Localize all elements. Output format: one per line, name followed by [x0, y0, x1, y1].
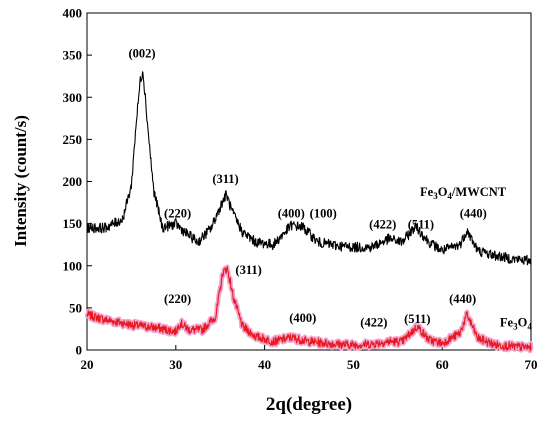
y-tick-label: 250 — [63, 132, 83, 147]
x-axis-title: 2q(degree) — [266, 394, 352, 415]
x-tick-label: 70 — [525, 357, 538, 372]
x-tick-label: 30 — [169, 357, 182, 372]
series-fe3o4-mwcnt-line — [86, 71, 532, 266]
peak-label: (400) — [278, 207, 305, 221]
peak-annotations: (002) (311) (220) (400) (100) (422) (511) (440)… — [129, 47, 487, 330]
y-tick-label: 300 — [63, 90, 83, 105]
peak-label: (422) — [360, 315, 387, 329]
series-label-fe3o4-mwcnt: Fe3O4/MWCNT — [420, 185, 507, 201]
peak-label: (511) — [408, 218, 434, 232]
y-tick-label: 0 — [76, 343, 83, 358]
series-label-fe3o4: Fe3O4 — [500, 315, 532, 331]
series-layer — [84, 71, 534, 354]
x-tick-label: 50 — [347, 357, 360, 372]
peak-label: (100) — [310, 207, 337, 221]
peak-label: (440) — [460, 207, 487, 221]
peak-label: (220) — [164, 207, 191, 221]
peak-label: (220) — [164, 292, 191, 306]
peak-label: (002) — [129, 47, 156, 61]
y-tick-label: 200 — [63, 174, 83, 189]
x-tick-label: 20 — [81, 357, 94, 372]
peak-label: (311) — [235, 263, 261, 277]
peak-label: (440) — [449, 292, 476, 306]
peak-label: (311) — [212, 172, 238, 186]
series-fe3o4-line — [86, 266, 532, 352]
series-fe3o4-halo — [84, 264, 534, 354]
axis-ticks: 20 30 40 50 60 70 0 50 100 150 200 250 300 350 400 — [63, 6, 538, 373]
y-tick-label: 100 — [63, 258, 83, 273]
peak-label: (400) — [289, 311, 316, 325]
y-tick-label: 50 — [69, 300, 82, 315]
y-tick-label: 400 — [63, 6, 83, 21]
x-tick-label: 40 — [258, 357, 271, 372]
peak-label: (511) — [404, 312, 430, 326]
peak-label: (422) — [369, 218, 396, 232]
y-tick-label: 350 — [63, 48, 83, 63]
y-tick-label: 150 — [63, 216, 83, 231]
x-tick-label: 60 — [436, 357, 449, 372]
y-axis-title: Intensity (count/s) — [11, 115, 30, 247]
